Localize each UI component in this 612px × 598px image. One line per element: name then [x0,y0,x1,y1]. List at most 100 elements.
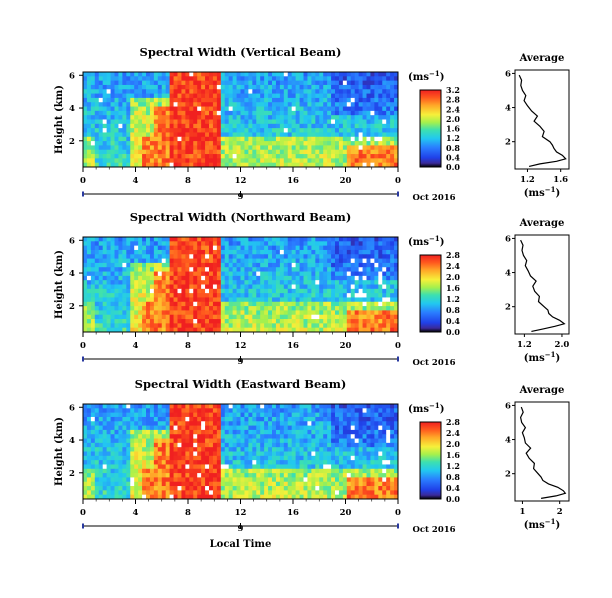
heatmap-cell [283,404,289,409]
heatmap-cell [331,301,336,307]
heatmap-cell [327,438,332,444]
heatmap-cell [390,447,395,452]
heatmap-cell [201,97,206,103]
heatmap-cell [244,241,249,247]
heatmap-cell [157,468,163,474]
heatmap-cell [142,136,147,142]
heatmap-cell [197,288,202,294]
heatmap-cell [350,115,356,120]
heatmap-cell [165,404,171,409]
heatmap-cell [236,162,241,168]
heatmap-cell [161,434,167,439]
heatmap-cell [342,297,348,303]
heatmap-cell [272,314,277,320]
heatmap-cell [252,149,257,155]
heatmap-cell [283,149,289,155]
heatmap-cell [374,464,379,470]
heatmap-cell [260,245,265,251]
heatmap-cell [216,132,222,138]
heatmap-cell [197,412,202,418]
heatmap-cell [350,310,356,316]
heatmap-cell [335,110,340,116]
heatmap-cell [126,249,131,255]
heatmap-cell [323,275,328,281]
heatmap-cell [173,314,178,320]
heatmap-cell [86,245,92,251]
heatmap-cell [295,110,300,116]
heatmap-cell [275,314,281,320]
heatmap-cell [358,460,363,465]
heatmap-cell [126,293,131,298]
heatmap-cell [205,288,210,294]
heatmap-cell [169,262,174,268]
heatmap-cell [374,84,379,90]
heatmap-cell [209,97,214,103]
heatmap-cell [212,473,218,478]
heatmap-cell [86,293,92,298]
heatmap-cell [205,145,210,151]
heatmap-cell [268,115,273,120]
heatmap-cell [327,249,332,255]
heatmap-cell [157,136,163,142]
heatmap-cell [161,84,167,90]
heatmap-cell [212,460,218,465]
heatmap-cell [244,280,249,285]
heatmap-cell [228,123,234,129]
heatmap-cell [130,416,135,422]
average-frame [514,69,570,170]
heatmap-cell [165,429,171,435]
heatmap-cell [169,314,174,320]
heatmap-cell [185,84,190,90]
heatmap-cell [362,464,367,470]
heatmap-cell [205,293,210,298]
heatmap-cell [350,284,356,290]
heatmap-cell [149,323,155,329]
heatmap-cell [264,319,269,324]
heatmap-cell [260,154,265,159]
heatmap-cell [272,451,277,457]
heatmap-cell [173,110,178,116]
heatmap-cell [177,404,182,409]
heatmap-cell [272,323,277,329]
heatmap-cell [138,284,143,290]
heatmap-cell [157,154,163,159]
heatmap-cell [394,241,399,247]
heatmap-cell [260,425,265,431]
heatmap-cell [98,297,104,303]
heatmap-cell [146,319,151,324]
heatmap-cell [338,80,344,86]
heatmap-cell [291,241,297,247]
heatmap-cell [287,451,293,457]
heatmap-cell [279,310,285,316]
heatmap-cell [319,115,324,120]
heatmap-cell [153,97,159,103]
heatmap-cell [149,80,155,86]
heatmap-cell [386,249,391,255]
heatmap-cell [244,119,249,125]
heatmap-cell [335,280,340,285]
heatmap-cell [201,84,206,90]
heatmap-cell [374,310,379,316]
heatmap-cell [346,72,352,77]
heatmap-cell [295,254,300,259]
heatmap-cell [323,442,328,448]
heatmap-cell [201,149,206,155]
heatmap-cell [244,106,249,112]
heatmap-cell [122,149,127,155]
heatmap-cell [134,258,139,264]
heatmap-cell [390,301,395,307]
heatmap-cell [323,455,328,461]
heatmap-cell [378,141,383,146]
heatmap-cell [177,306,182,311]
heatmap-cell [118,310,123,316]
heatmap-cell [264,102,269,107]
x-tick-label: 0 [395,341,401,351]
heatmap-cell [303,425,308,431]
heatmap-cell [114,145,119,151]
heatmap-cell [256,416,261,422]
heatmap-cell [201,416,206,422]
heatmap-cell [110,262,115,268]
heatmap-cell [327,275,332,281]
heatmap-cell [161,136,167,142]
heatmap-cell [197,404,202,409]
